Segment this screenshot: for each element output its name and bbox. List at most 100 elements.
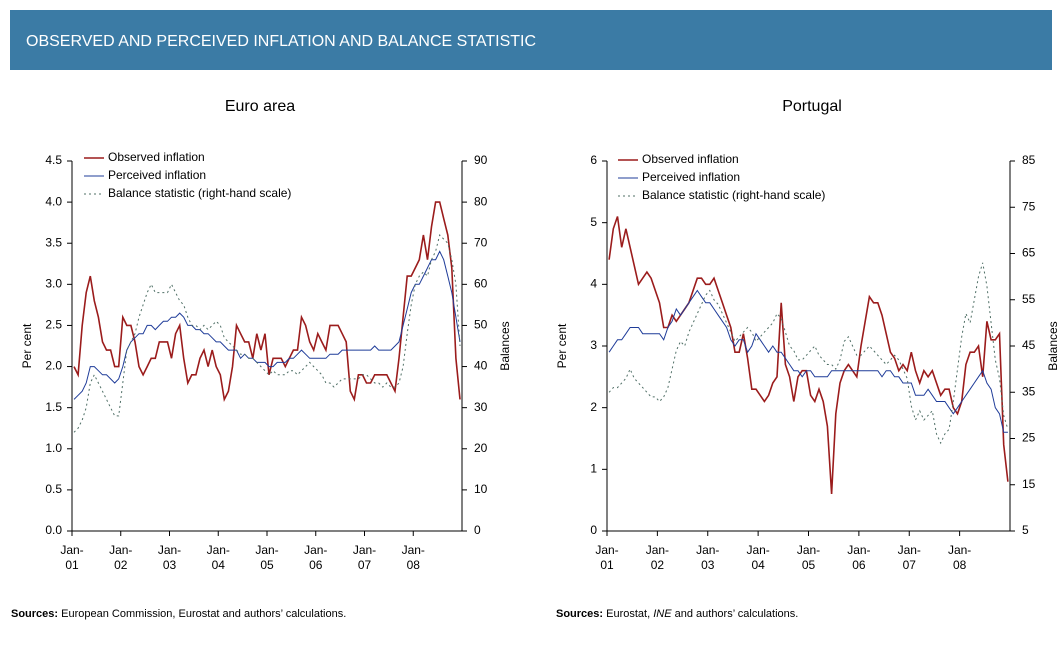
y2-tick-label: 20 <box>474 441 488 455</box>
x-tick-label-line: Jan- <box>948 543 971 557</box>
series-line <box>608 289 1008 433</box>
x-tick-label-line: 05 <box>802 558 816 572</box>
series-line <box>73 250 461 400</box>
source-label: Sources: <box>11 608 58 620</box>
x-tick-label-line: 01 <box>600 558 614 572</box>
x-tick-label-line: 07 <box>358 558 372 572</box>
x-tick-label-line: Jan- <box>255 543 278 557</box>
y2-tick-label: 15 <box>1022 477 1036 491</box>
x-tick-label-line: Jan- <box>402 543 425 557</box>
y2-tick-label: 0 <box>474 523 481 537</box>
y2-tick-label: 60 <box>474 277 488 291</box>
legend-label: Balance statistic (right-hand scale) <box>108 186 291 200</box>
x-tick-label-line: 05 <box>260 558 274 572</box>
header-bar <box>10 10 1052 70</box>
y-tick-label: 2.5 <box>45 318 62 332</box>
x-tick-label: Jan-05 <box>797 543 820 572</box>
y2-tick-label: 10 <box>474 482 488 496</box>
y-tick-label: 4.0 <box>45 194 62 208</box>
y2-axis-label: Balances <box>498 321 512 370</box>
x-tick-label-line: 02 <box>114 558 128 572</box>
x-tick-label: Jan-04 <box>207 543 230 572</box>
y-tick-label: 5 <box>590 215 597 229</box>
y2-axis-label: Balances <box>1046 321 1060 370</box>
series-line <box>608 216 1009 495</box>
source: Sources: European Commission, Eurostat a… <box>11 608 346 620</box>
series-line <box>73 201 461 402</box>
y-tick-label: 2 <box>590 400 597 414</box>
source-text: INE <box>653 608 672 620</box>
x-tick-label-line: 03 <box>701 558 715 572</box>
x-tick-label-line: Jan- <box>109 543 132 557</box>
x-tick-label-line: Jan- <box>797 543 820 557</box>
y-tick-label: 4 <box>590 277 597 291</box>
x-tick-label: Jan-03 <box>158 543 181 572</box>
y2-tick-label: 55 <box>1022 292 1036 306</box>
x-tick-label: Jan-05 <box>255 543 278 572</box>
y2-tick-label: 35 <box>1022 384 1036 398</box>
y2-tick-label: 45 <box>1022 338 1036 352</box>
legend-label: Observed inflation <box>642 152 739 166</box>
y2-tick-label: 75 <box>1022 199 1036 213</box>
y2-tick-label: 40 <box>474 359 488 373</box>
x-tick-label-line: Jan- <box>60 543 83 557</box>
y-tick-label: 4.5 <box>45 153 62 167</box>
y-tick-label: 0.0 <box>45 523 62 537</box>
x-tick-label-line: Jan- <box>746 543 769 557</box>
y-tick-label: 2.0 <box>45 359 62 373</box>
y2-tick-label: 70 <box>474 235 488 249</box>
x-tick-label-line: Jan- <box>898 543 921 557</box>
x-tick-label: Jan-01 <box>595 543 618 572</box>
legend-label: Perceived inflation <box>642 170 740 184</box>
y-tick-label: 1.0 <box>45 441 62 455</box>
x-tick-label-line: Jan- <box>207 543 230 557</box>
y-axis-label: Per cent <box>555 323 569 368</box>
x-tick-label-line: Jan- <box>304 543 327 557</box>
x-tick-label-line: 03 <box>163 558 177 572</box>
legend-label: Observed inflation <box>108 150 205 164</box>
x-tick-label: Jan-08 <box>948 543 971 572</box>
chart-title: Euro area <box>225 98 295 115</box>
y2-tick-label: 85 <box>1022 153 1036 167</box>
x-tick-label-line: 07 <box>903 558 917 572</box>
x-tick-label-line: 08 <box>953 558 967 572</box>
x-tick-label: Jan-08 <box>402 543 425 572</box>
y-tick-label: 3.0 <box>45 277 62 291</box>
y2-tick-label: 25 <box>1022 431 1036 445</box>
y2-tick-label: 50 <box>474 318 488 332</box>
y-tick-label: 1.5 <box>45 400 62 414</box>
series-line <box>73 234 461 433</box>
x-tick-label-line: 04 <box>212 558 226 572</box>
y-tick-label: 1 <box>590 462 597 476</box>
source-label: Sources: <box>556 608 603 620</box>
x-tick-label-line: 06 <box>309 558 323 572</box>
x-tick-label: Jan-01 <box>60 543 83 572</box>
x-tick-label-line: Jan- <box>595 543 618 557</box>
x-tick-label-line: 02 <box>651 558 665 572</box>
x-tick-label-line: Jan- <box>353 543 376 557</box>
x-tick-label-line: Jan- <box>646 543 669 557</box>
x-tick-label: Jan-03 <box>696 543 719 572</box>
source-text: and authors’ calculations. <box>672 608 799 620</box>
source-text: European Commission, Eurostat and author… <box>61 608 346 620</box>
chart-title: Portugal <box>782 98 842 115</box>
legend-label: Perceived inflation <box>108 168 206 182</box>
series-line <box>608 262 1009 445</box>
y2-tick-label: 30 <box>474 400 488 414</box>
y2-tick-label: 5 <box>1022 523 1029 537</box>
y-tick-label: 6 <box>590 153 597 167</box>
legend-label: Balance statistic (right-hand scale) <box>642 188 825 202</box>
y-axis-label: Per cent <box>20 323 34 368</box>
y-tick-label: 3.5 <box>45 235 62 249</box>
x-tick-label: Jan-06 <box>304 543 327 572</box>
header-title: OBSERVED AND PERCEIVED INFLATION AND BAL… <box>26 33 536 50</box>
x-tick-label-line: 01 <box>65 558 79 572</box>
y2-tick-label: 65 <box>1022 246 1036 260</box>
y2-tick-label: 90 <box>474 153 488 167</box>
x-tick-label-line: 06 <box>852 558 866 572</box>
y-tick-label: 3 <box>590 338 597 352</box>
y-tick-label: 0.5 <box>45 482 62 496</box>
x-tick-label-line: Jan- <box>696 543 719 557</box>
